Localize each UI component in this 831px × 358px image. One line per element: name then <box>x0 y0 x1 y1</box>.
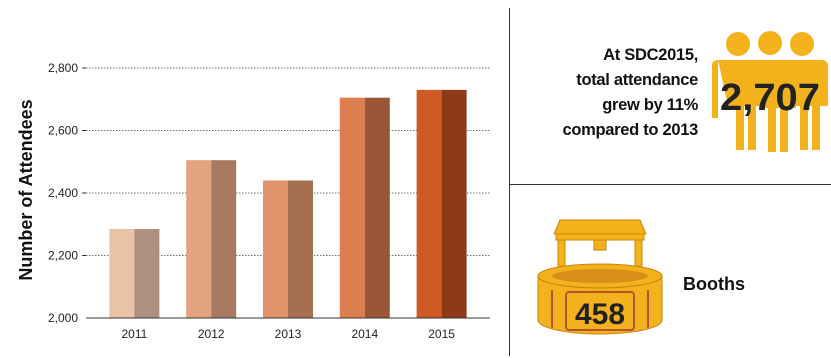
y-tick-label: 2,600 <box>48 124 78 138</box>
bars <box>109 89 467 318</box>
vertical-divider <box>509 8 510 356</box>
x-tick-label: 2014 <box>351 327 378 341</box>
x-tick-label: 2013 <box>275 327 302 341</box>
booth-well-icon: 458 <box>537 219 663 335</box>
bar-2012 <box>186 160 237 318</box>
attendance-statement: At SDC2015, total attendance grew by 11%… <box>518 43 698 143</box>
horizontal-divider <box>509 184 831 185</box>
bar-2013 <box>263 180 313 318</box>
attendance-line-1: At SDC2015, <box>603 46 698 64</box>
y-tick-label: 2,800 <box>48 61 78 75</box>
bar-2011 <box>109 228 160 318</box>
y-tick-label: 2,400 <box>48 186 78 200</box>
y-axis-label: Number of Attendees <box>16 99 36 280</box>
bar-side-face <box>211 160 237 318</box>
y-tick-labels: 2,000 2,200 2,400 2,600 2,800 <box>48 61 78 325</box>
bar-2014 <box>339 97 390 318</box>
attendance-bar-chart: Number of Attendees 2,000 2,200 2,400 2,600… <box>16 61 490 341</box>
total-attendance-value: 2,707 <box>720 77 820 119</box>
y-tick-label: 2,200 <box>48 249 78 263</box>
booths-count-value: 458 <box>575 298 625 331</box>
x-tick-label: 2011 <box>121 327 147 341</box>
bar-2015 <box>416 89 467 318</box>
bar-front-face <box>416 89 442 318</box>
x-tick-label: 2015 <box>428 327 455 341</box>
y-tick-label: 2,000 <box>48 311 78 325</box>
bar-side-face <box>364 97 390 318</box>
bar-side-face <box>288 180 313 318</box>
bar-side-face <box>441 89 467 318</box>
attendance-line-3: grew by 11% <box>602 96 698 114</box>
attendance-line-4: compared to 2013 <box>562 121 698 139</box>
people-group-icon: 2,707 <box>712 31 828 152</box>
x-tick-labels: 2011 2012 2013 2014 2015 <box>121 327 455 341</box>
x-tick-label: 2012 <box>198 327 225 341</box>
bar-front-face <box>186 160 212 318</box>
bar-front-face <box>263 180 288 318</box>
bar-front-face <box>109 228 135 318</box>
booths-label: Booths <box>683 274 745 294</box>
bar-front-face <box>339 97 365 318</box>
bar-side-face <box>134 228 160 318</box>
attendance-line-2: total attendance <box>576 71 698 89</box>
